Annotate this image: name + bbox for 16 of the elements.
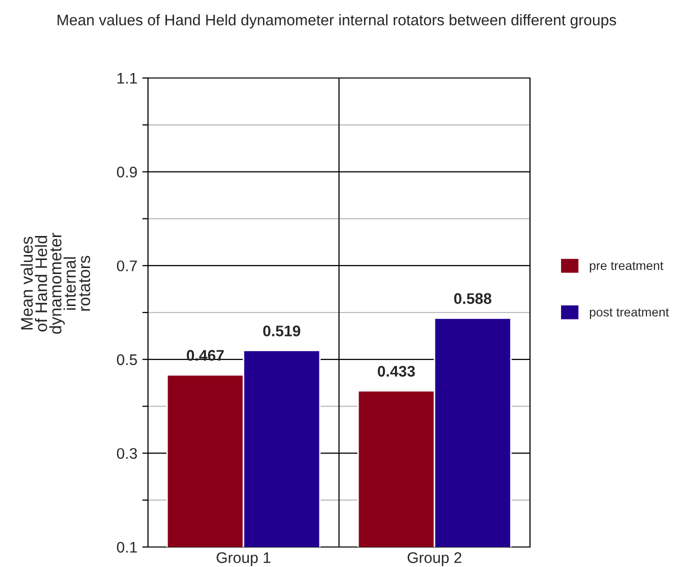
x-tick-label: Group 2 bbox=[408, 552, 462, 566]
y-tick-label: 1.1 bbox=[118, 73, 137, 84]
chart-title: Mean values of Hand Held dynamometer internal rotators between different groups bbox=[58, 14, 616, 28]
data-label: 0.433 bbox=[378, 366, 415, 377]
y-tick-label: 0.3 bbox=[116, 448, 137, 459]
data-label: 0.588 bbox=[454, 293, 492, 304]
x-tick-label: Group 1 bbox=[216, 552, 270, 566]
data-label: 0.467 bbox=[186, 350, 224, 361]
legend-label: pre treatment bbox=[590, 262, 664, 273]
data-label: 0.519 bbox=[263, 326, 300, 336]
y-tick-label: 0.1 bbox=[116, 542, 137, 553]
y-tick-label: 0.9 bbox=[116, 166, 137, 178]
y-axis-title: Mean values of Hand Held dynamometer internal rotators bbox=[20, 232, 90, 334]
y-tick-label: 0.5 bbox=[116, 354, 137, 366]
y-tick-label: 0.7 bbox=[116, 260, 137, 272]
legend-label: post treatment bbox=[590, 308, 669, 320]
